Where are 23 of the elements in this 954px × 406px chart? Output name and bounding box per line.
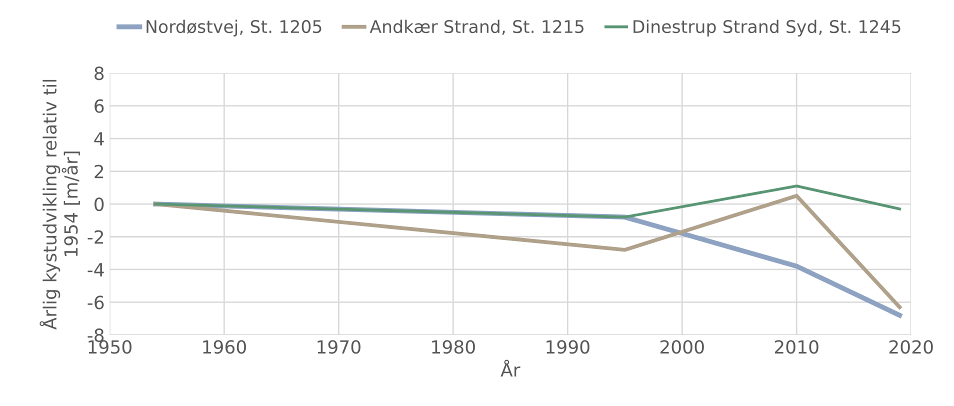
legend-label: Dinestrup Strand Syd, St. 1245 — [634, 20, 900, 37]
x-axis-title: År — [500, 360, 520, 377]
legend-label: Nordøstvej, St. 1205 — [146, 20, 322, 37]
x-tick-label: 2000 — [660, 340, 704, 354]
y-tick-label: 2 — [94, 164, 104, 178]
y-tick-label: 6 — [94, 99, 104, 113]
line-series — [154, 184, 902, 218]
x-tick-label: 1970 — [318, 340, 360, 354]
x-tick-label: 1990 — [546, 340, 590, 354]
y-tick-label: 4 — [94, 132, 104, 146]
y-tick-label: -4 — [88, 263, 104, 276]
y-tick-label: 8 — [94, 66, 104, 80]
x-tick-label: 1950 — [88, 340, 132, 354]
y-tick-label: -6 — [88, 296, 104, 310]
y-tick-label: 0 — [94, 197, 104, 212]
x-tick-label: 2020 — [889, 340, 933, 354]
y-tick-label: -2 — [88, 230, 104, 244]
y-tick-label: -8 — [88, 328, 104, 342]
x-tick-label: 1960 — [203, 340, 246, 354]
x-tick-label: 1980 — [432, 340, 475, 354]
x-tick-label: 2010 — [774, 340, 818, 354]
legend-label: Andkær Strand, St. 1215 — [370, 20, 584, 35]
y-axis-title: Årlig kystudvikling relativ til 1954 [m/år] — [40, 80, 80, 330]
